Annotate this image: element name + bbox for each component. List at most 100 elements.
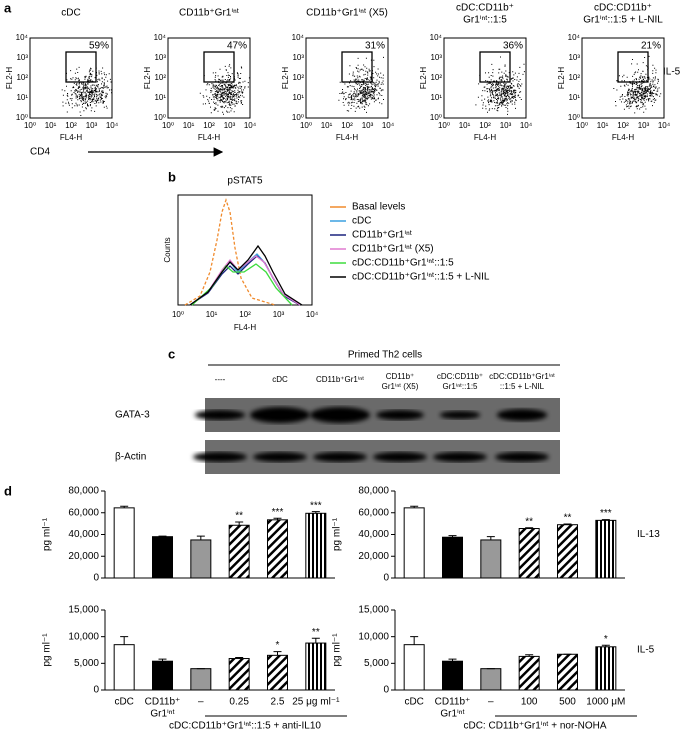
histogram-curve [189,244,303,306]
significance: * [276,640,280,651]
y-tick-label: 10⁴ [292,33,305,42]
y-tick-label: 10⁰ [568,113,580,122]
significance: ** [564,513,572,524]
x-tick-label: – [198,697,204,708]
plot-title: cDC:CD11b⁺ [594,3,652,14]
marker-label: CD4 [30,147,50,158]
bar [228,658,250,691]
band [496,409,548,421]
plot-frame [305,37,389,119]
x-tick-label: 500 [559,697,576,708]
error-bar [525,527,534,529]
x-tick-label: 10¹ [183,121,195,130]
x-axis-label: cDC: CD11b⁺Gr1ⁱⁿᵗ + nor-NOHA [463,721,606,732]
y-axis-label: pg ml⁻¹ [42,633,53,667]
lane-label: Gr1ⁱⁿᵗ::1:5 [442,382,478,391]
x-tick-label: cDC [404,697,423,708]
x-tick-label: 10¹ [459,121,471,130]
significance: *** [272,507,284,518]
y-axis-label: FL2-H [143,67,152,89]
plot-frame [29,37,113,119]
y-tick-label: 10⁴ [430,33,443,42]
plot-frame [177,194,313,306]
significance: *** [600,508,612,519]
y-tick-label: 0 [383,685,389,696]
bar [442,660,463,691]
x-tick-label: 10³ [86,121,98,130]
x-axis-label: FL4-H [198,133,220,142]
y-tick-label: 10² [154,73,166,82]
y-tick-label: 10¹ [16,93,28,102]
gate-percent: 59% [89,41,109,52]
error-bar [525,654,534,657]
bar [403,507,425,579]
band [373,452,427,462]
cell-dots [613,55,662,114]
x-tick-label: Gr1ⁱⁿᵗ [440,709,464,720]
x-tick-label: 10³ [273,310,285,319]
x-tick-label: 10³ [224,121,236,130]
x-tick-label: 10² [617,121,629,130]
bar [190,668,212,691]
error-bar [158,535,167,537]
y-axis-label: pg ml⁻¹ [332,517,343,551]
x-tick-label: 10⁴ [520,121,533,130]
x-tick-label: cDC [114,697,133,708]
error-bar [601,644,610,647]
lane-label: CD11b⁺ [386,372,415,381]
y-tick-label: 20,000 [68,551,99,562]
bar [442,536,463,579]
x-tick-label: 10³ [362,121,374,130]
cell-dots [338,56,384,113]
plot-frame [581,37,665,119]
y-tick-label: 10⁰ [430,113,442,122]
y-tick-label: 0 [93,573,99,584]
plot-title: Gr1ⁱⁿᵗ::1:5 + L-NIL [583,15,663,26]
bar [152,536,173,579]
x-tick-label: 100 [521,697,538,708]
significance: ** [235,511,243,522]
bar [595,519,617,579]
y-axis-label: FL2-H [557,67,566,89]
histogram-title: pSTAT5 [227,176,263,187]
x-tick-label: 10¹ [45,121,57,130]
gate [617,51,649,83]
error-bar [196,535,205,540]
y-tick-label: 10² [430,73,442,82]
lane-label: Gr1ⁱⁿᵗ (X5) [382,382,419,391]
y-tick-label: 10⁴ [16,33,29,42]
x-axis-label: cDC:CD11b⁺Gr1ⁱⁿᵗ::1:5 + anti-IL10 [169,721,321,732]
x-tick-label: 10⁴ [244,121,257,130]
bar [113,644,135,691]
y-tick-label: 10⁴ [568,33,581,42]
x-tick-label: 10³ [638,121,650,130]
lane-label: cDC:CD11b⁺ [437,372,483,381]
x-tick-label: 10² [239,310,251,319]
band [313,452,367,462]
error-bar [311,637,320,644]
cell-dots [61,66,112,116]
x-tick-label: 10⁰ [172,310,184,319]
y-axis-label: FL2-H [5,67,14,89]
y-tick-label: 5,000 [364,658,389,669]
significance: ** [312,627,320,638]
y-tick-label: 40,000 [68,529,99,540]
bar [557,524,578,579]
band [439,411,481,419]
bar [480,668,502,691]
band [310,407,370,423]
x-tick-label: 10⁴ [658,121,671,130]
error-bar [235,521,244,526]
bar [228,524,250,579]
panel-label: d [4,483,12,498]
x-tick-label: – [488,697,494,708]
x-tick-label: 10⁰ [576,121,588,130]
x-tick-label: 10¹ [206,310,218,319]
x-axis-label: FL4-H [474,133,496,142]
y-tick-label: 10³ [430,53,442,62]
x-tick-label: 10² [65,121,77,130]
y-tick-label: 10,000 [358,631,389,642]
error-bar [563,523,572,525]
bar [305,512,327,579]
